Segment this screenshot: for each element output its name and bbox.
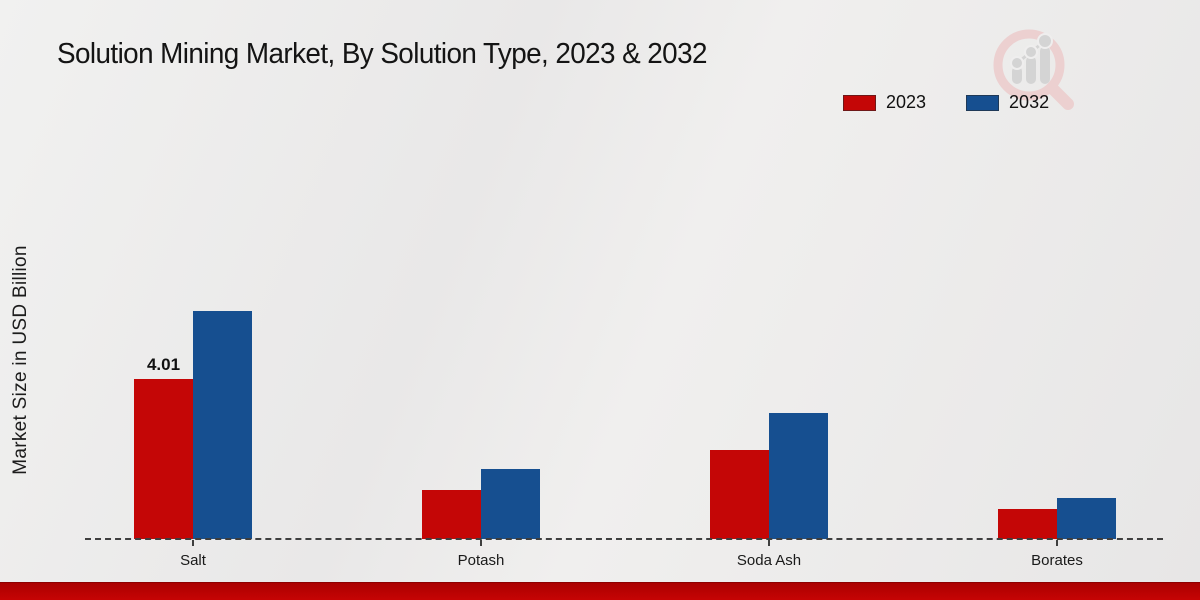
footer-accent-bar [0,582,1200,600]
legend-label-2023: 2023 [886,92,927,112]
bar-2023-salt [134,379,193,539]
legend-item-2023: 2023 [843,92,926,113]
legend-item-2032: 2032 [966,92,1049,113]
x-tick-salt [192,540,194,546]
x-tick-potash [480,540,482,546]
bar-2032-soda-ash [769,413,828,539]
category-label-salt: Salt [180,552,206,569]
category-label-borates: Borates [1031,552,1083,569]
bar-2032-potash [481,469,540,539]
legend: 2023 2032 [843,92,1049,113]
bar-2032-borates [1057,498,1116,539]
bar-value-label-2023-salt: 4.01 [146,355,181,374]
x-axis-line [85,538,1163,540]
y-axis-label: Market Size in USD Billion [10,245,31,475]
bar-2023-borates [998,509,1057,539]
bar-2023-potash [422,490,481,539]
legend-swatch-2023 [843,94,876,111]
legend-label-2032: 2032 [1009,92,1050,112]
legend-swatch-2032 [966,94,1000,111]
chart-title: Solution Mining Market, By Solution Type… [57,38,707,70]
plot-area: 4.01 Salt Potash Soda Ash Borates [85,0,1163,569]
brand-watermark-logo [993,29,1074,110]
category-label-soda-ash: Soda Ash [736,552,802,569]
bar-2023-soda-ash [710,450,769,539]
x-tick-soda-ash [768,540,770,546]
x-tick-borates [1056,540,1058,546]
category-label-potash: Potash [457,552,505,569]
bar-2032-salt [193,311,252,539]
